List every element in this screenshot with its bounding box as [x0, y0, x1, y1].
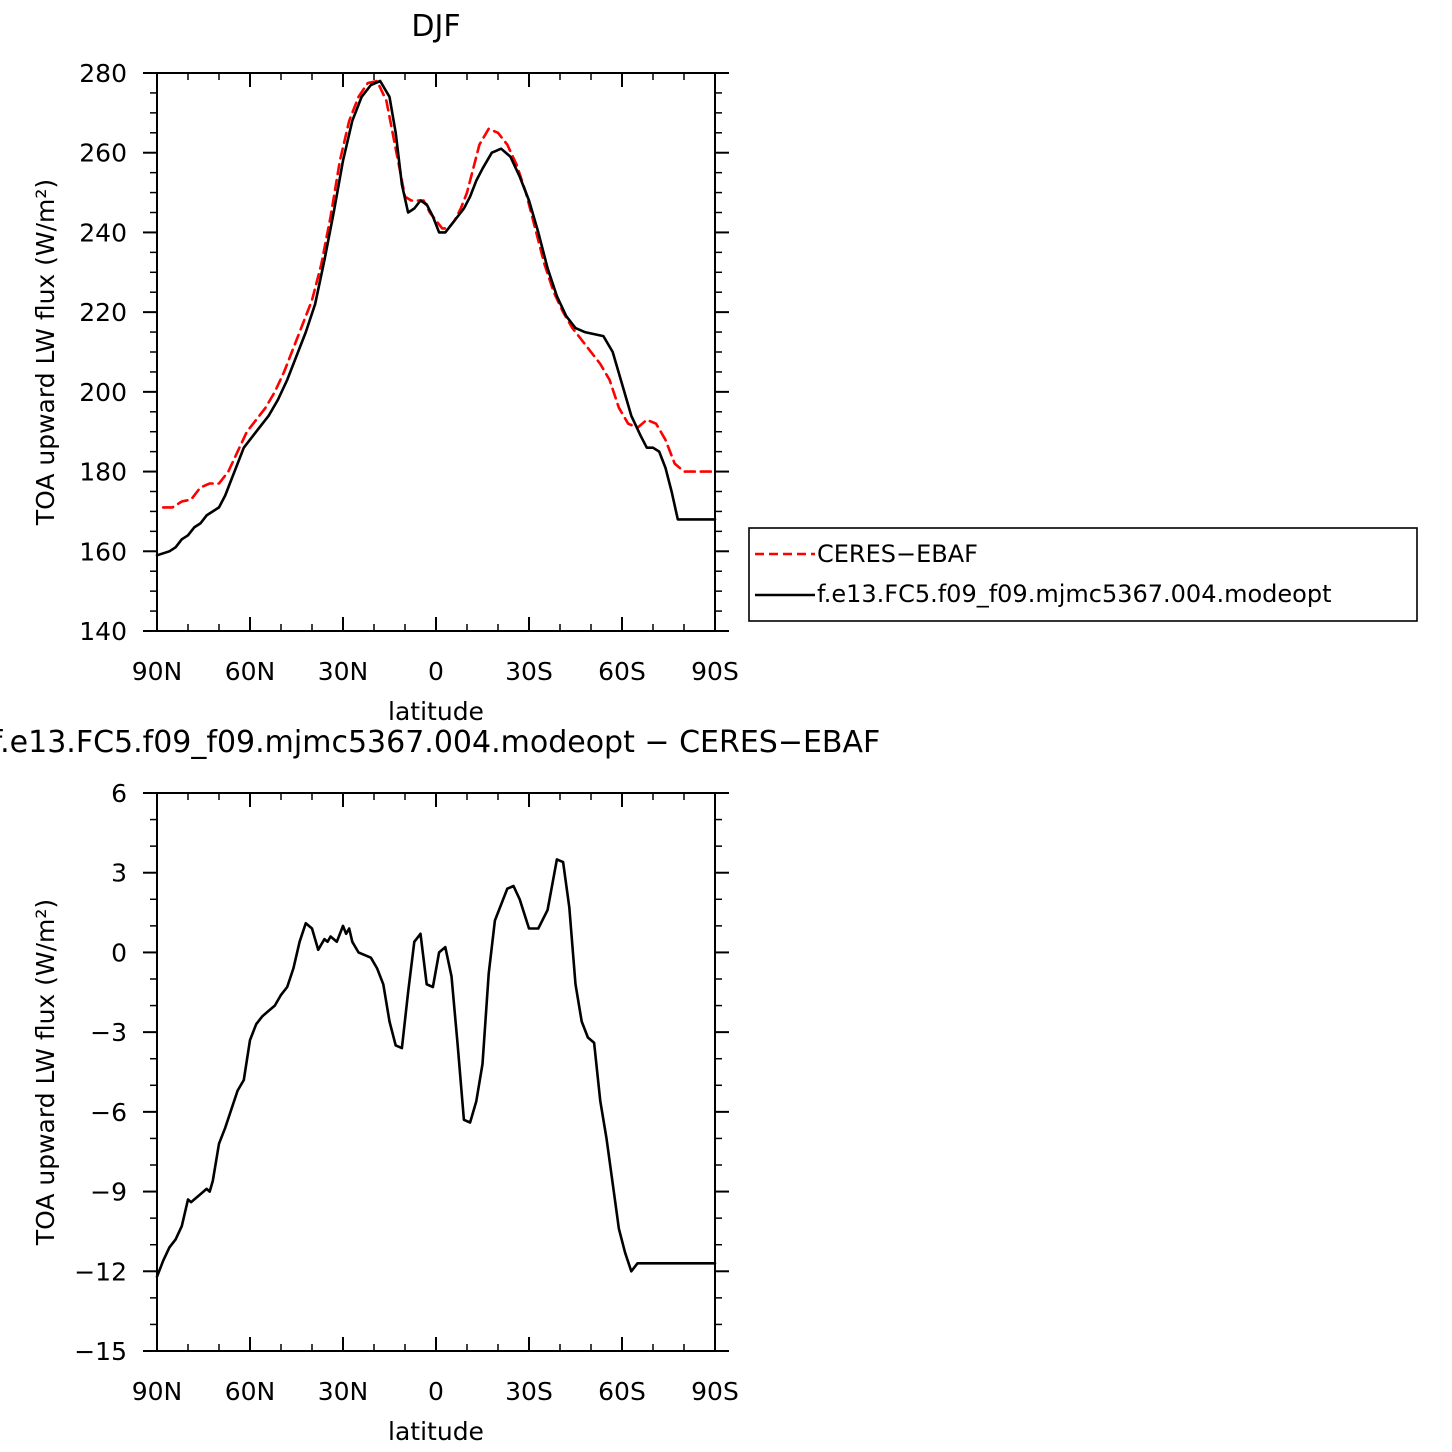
top-axis-ticks: 90N 60N 30N 0 30S 60S 90S 140 160 180 200 220 240 260… — [79, 59, 739, 686]
legend-label-model: f.e13.FC5.f09_f09.mjmc5367.004.modeopt — [817, 580, 1332, 608]
top-series-line-1 — [161, 79, 717, 509]
bottom-x-tick-label: 90S — [691, 1377, 739, 1406]
top-x-tick-label: 30S — [505, 657, 553, 686]
bottom-y-tick-label: −9 — [90, 1178, 127, 1207]
bottom-y-tick-label: 0 — [111, 938, 127, 967]
bottom-y-tick-label: 6 — [111, 779, 127, 808]
top-x-tick-label: 90N — [132, 657, 183, 686]
top-y-tick-label: 200 — [79, 378, 127, 407]
bottom-axis-ticks: 90N 60N 30N 0 30S 60S 90S −15 −12 −9 −6 −3 0 3 6 — [74, 779, 739, 1406]
top-x-tick-label: 60S — [598, 657, 646, 686]
top-y-tick-label: 160 — [79, 537, 127, 566]
top-y-tick-label: 260 — [79, 139, 127, 168]
top-y-tick-label: 220 — [79, 298, 127, 327]
bottom-x-tick-label: 0 — [428, 1377, 444, 1406]
bottom-x-tick-label: 90N — [132, 1377, 183, 1406]
top-chart-title: DJF — [411, 9, 460, 44]
top-series-line-2 — [155, 79, 717, 557]
bottom-x-tick-label: 60S — [598, 1377, 646, 1406]
top-x-axis-label: latitude — [388, 697, 484, 726]
top-series-lines — [155, 79, 717, 557]
bottom-panel: f.e13.FC5.f09_f09.mjmc5367.004.modeopt −… — [0, 725, 880, 1446]
top-y-tick-label: 240 — [79, 218, 127, 247]
bottom-plot-frame — [156, 792, 716, 1352]
top-y-axis-label: TOA upward LW flux (W/m²) — [31, 179, 60, 526]
top-y-tick-label: 180 — [79, 458, 127, 487]
bottom-y-tick-label: −12 — [74, 1257, 127, 1286]
top-y-tick-label: 280 — [79, 59, 127, 88]
bottom-x-tick-label: 30N — [318, 1377, 369, 1406]
bottom-y-tick-label: −6 — [90, 1098, 127, 1127]
bottom-series-lines — [155, 858, 717, 1278]
top-x-tick-label: 60N — [225, 657, 276, 686]
legend: CERES−EBAF f.e13.FC5.f09_f09.mjmc5367.00… — [748, 527, 1418, 622]
top-panel: DJF TOA upward LW flux (W/m²) latitude 9… — [31, 9, 739, 726]
bottom-y-axis-label: TOA upward LW flux (W/m²) — [31, 899, 60, 1246]
top-x-tick-label: 90S — [691, 657, 739, 686]
top-x-tick-label: 30N — [318, 657, 369, 686]
legend-box — [748, 527, 1418, 622]
legend-label-ceres: CERES−EBAF — [817, 540, 978, 568]
bottom-series-line-1 — [155, 858, 717, 1278]
bottom-x-axis-label: latitude — [388, 1417, 484, 1446]
bottom-y-tick-label: 3 — [111, 859, 127, 888]
bottom-y-tick-label: −3 — [90, 1018, 127, 1047]
top-y-tick-label: 140 — [79, 617, 127, 646]
bottom-x-tick-label: 30S — [505, 1377, 553, 1406]
bottom-chart-title: f.e13.FC5.f09_f09.mjmc5367.004.modeopt −… — [0, 725, 880, 760]
bottom-y-tick-label: −15 — [74, 1337, 127, 1366]
bottom-x-tick-label: 60N — [225, 1377, 276, 1406]
top-x-tick-label: 0 — [428, 657, 444, 686]
top-plot-frame — [156, 72, 716, 632]
